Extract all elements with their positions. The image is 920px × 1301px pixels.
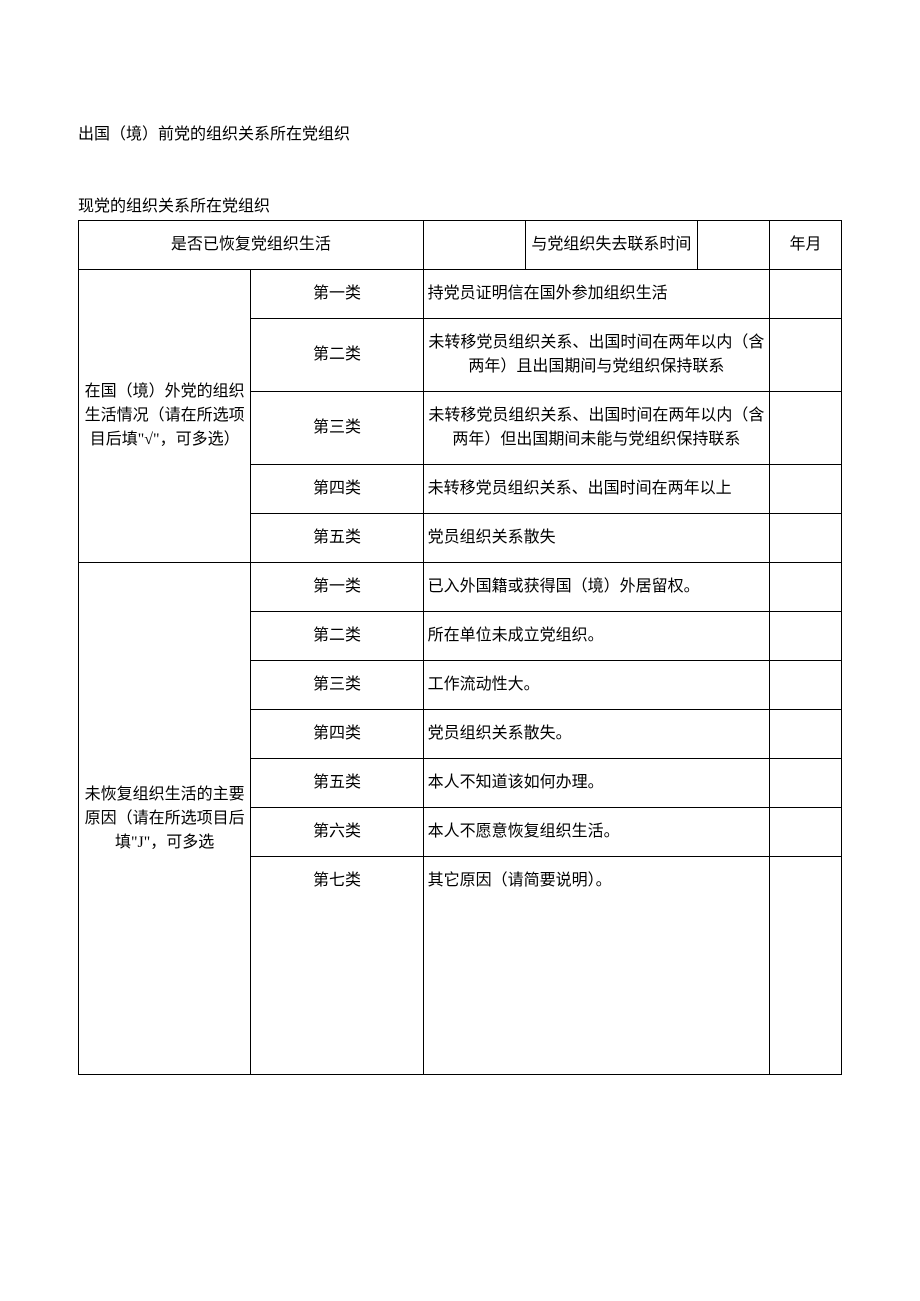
category-desc: 工作流动性大。: [423, 661, 769, 710]
category-type: 第五类: [251, 514, 423, 563]
check-cell: [770, 710, 842, 759]
category-type: 第一类: [251, 563, 423, 612]
section2-group-label: 未恢复组织生活的主要原因（请在所选项目后填"J"，可多选: [79, 563, 251, 1075]
date-label: 年月: [770, 221, 842, 270]
check-cell: [770, 319, 842, 392]
category-type: 第三类: [251, 392, 423, 465]
check-cell: [770, 514, 842, 563]
category-type: 第四类: [251, 465, 423, 514]
category-type: 第五类: [251, 759, 423, 808]
table-row: 是否已恢复党组织生活 与党组织失去联系时间 年月: [79, 221, 842, 270]
category-desc: 未转移党员组织关系、出国时间在两年以内（含两年）但出国期间未能与党组织保持联系: [423, 392, 769, 465]
check-cell: [770, 392, 842, 465]
resumed-label: 是否已恢复党组织生活: [79, 221, 424, 270]
lost-contact-spacer: [698, 221, 770, 270]
category-desc: 未转移党员组织关系、出国时间在两年以上: [423, 465, 769, 514]
check-cell: [770, 465, 842, 514]
section1-group-label: 在国（境）外党的组织生活情况（请在所选项目后填"√"，可多选）: [79, 270, 251, 563]
pre-party-org-line: 出国（境）前党的组织关系所在党组织: [78, 120, 842, 144]
category-desc: 党员组织关系散失: [423, 514, 769, 563]
check-cell: [770, 563, 842, 612]
check-cell: [770, 270, 842, 319]
table-row: 在国（境）外党的组织生活情况（请在所选项目后填"√"，可多选） 第一类 持党员证…: [79, 270, 842, 319]
check-cell: [770, 759, 842, 808]
category-desc: 本人不愿意恢复组织生活。: [423, 808, 769, 857]
table-row: 未恢复组织生活的主要原因（请在所选项目后填"J"，可多选 第一类 已入外国籍或获…: [79, 563, 842, 612]
check-cell: [770, 612, 842, 661]
resumed-value-cell: [423, 221, 525, 270]
category-type: 第六类: [251, 808, 423, 857]
category-desc: 其它原因（请简要说明）。: [423, 857, 769, 1075]
category-type: 第一类: [251, 270, 423, 319]
category-desc: 未转移党员组织关系、出国时间在两年以内（含两年）且出国期间与党组织保持联系: [423, 319, 769, 392]
check-cell: [770, 857, 842, 1075]
category-type: 第二类: [251, 319, 423, 392]
category-type: 第三类: [251, 661, 423, 710]
category-desc: 持党员证明信在国外参加组织生活: [423, 270, 769, 319]
lost-contact-label: 与党组织失去联系时间: [525, 221, 697, 270]
check-cell: [770, 661, 842, 710]
category-type: 第二类: [251, 612, 423, 661]
category-desc: 已入外国籍或获得国（境）外居留权。: [423, 563, 769, 612]
category-desc: 所在单位未成立党组织。: [423, 612, 769, 661]
current-party-org-line: 现党的组织关系所在党组织: [78, 192, 842, 216]
check-cell: [770, 808, 842, 857]
category-type: 第四类: [251, 710, 423, 759]
form-table: 是否已恢复党组织生活 与党组织失去联系时间 年月 在国（境）外党的组织生活情况（…: [78, 220, 842, 1075]
category-type: 第七类: [251, 857, 423, 1075]
category-desc: 党员组织关系散失。: [423, 710, 769, 759]
category-desc: 本人不知道该如何办理。: [423, 759, 769, 808]
